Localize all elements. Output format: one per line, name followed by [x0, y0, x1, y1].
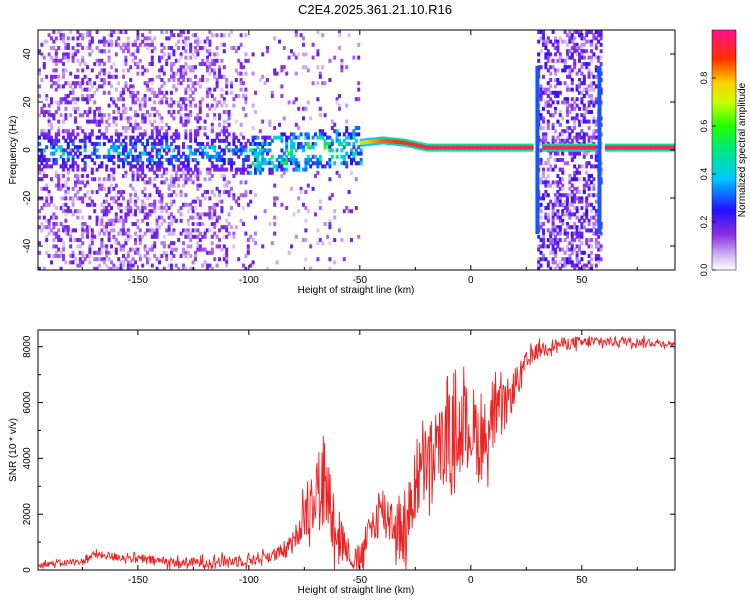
snr-ylabel: SNR (10 * v/v) [8, 418, 19, 482]
spectrogram-ytick-label: 0 [22, 147, 33, 153]
snr-xtick-label: 0 [468, 575, 474, 586]
spectrogram-xtick-label: -100 [239, 275, 259, 286]
snr-xtick-label: -100 [239, 575, 259, 586]
spectrogram-ytick-label: 40 [22, 48, 33, 60]
spectrogram-xlabel: Height of straight line (km) [298, 285, 415, 296]
spectrogram-xtick-label: 0 [468, 275, 474, 286]
colorbar-tick-label: 0.6 [699, 120, 709, 133]
snr-series-line [38, 335, 675, 570]
chart-title: C2E4.2025.361.21.10.R16 [298, 2, 452, 17]
spectrogram-ridge [359, 66, 675, 234]
snr-xtick-label: -150 [128, 575, 148, 586]
snr-xtick-label: -50 [353, 575, 368, 586]
snr-ytick-label: 0 [22, 567, 33, 573]
snr-ytick-label: 6000 [22, 391, 33, 414]
spectrogram-xtick-label: -150 [128, 275, 148, 286]
colorbar-tick-label: 0.2 [699, 216, 709, 229]
colorbar [711, 29, 737, 271]
snr-xlabel: Height of straight line (km) [298, 585, 415, 596]
snr-ytick-label: 2000 [22, 503, 33, 526]
colorbar-tick-label: 0.0 [699, 264, 709, 277]
snr-ytick-label: 4000 [22, 447, 33, 470]
spectrogram-ytick-label: -20 [22, 190, 33, 205]
band-edge [535, 66, 540, 234]
spectrogram-xtick-label: -50 [353, 275, 368, 286]
colorbar-tick-label: 0.4 [699, 168, 709, 181]
spectrogram-chart: -150 -100 -50 0 50 -40 -20 0 20 40 Height of stra… [8, 29, 748, 296]
spectrogram-ytick-label: 20 [22, 96, 33, 108]
spectrogram-ytick-label: -40 [22, 238, 33, 253]
band-edge [597, 66, 602, 234]
snr-xtick-label: 50 [576, 575, 588, 586]
spectrogram-xtick-label: 50 [576, 275, 588, 286]
colorbar-label: Normalized spectral amplitude [737, 82, 748, 217]
colorbar-tick-label: 0.8 [699, 72, 709, 85]
snr-ytick-label: 8000 [22, 335, 33, 358]
spectrogram-ylabel: Frequency (Hz) [8, 116, 19, 185]
snr-frame [37, 329, 676, 571]
